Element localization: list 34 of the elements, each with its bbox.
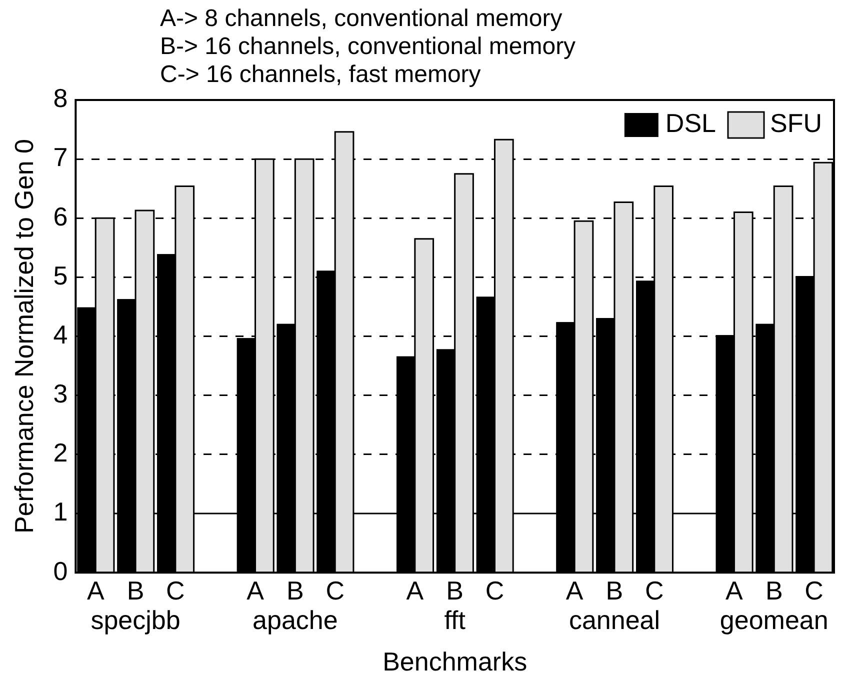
y-tick-label: 4 xyxy=(53,319,68,350)
x-tick-label: B xyxy=(126,575,144,606)
x-tick-label: C xyxy=(166,575,185,606)
x-tick-label: C xyxy=(804,575,824,606)
text: fft xyxy=(444,604,466,635)
x-tick-label: B xyxy=(765,575,783,606)
y-axis-title: Performance Normalized to Gen 0 xyxy=(8,139,39,534)
y-tick-label: 6 xyxy=(53,201,68,232)
x-tick-label: C xyxy=(645,575,664,606)
text: apache xyxy=(252,604,338,635)
x-tick-label: C xyxy=(326,575,344,606)
x-tick-label: A xyxy=(86,575,105,606)
legend-label: SFU xyxy=(770,108,822,138)
chart-title: A-> 8 channels, conventional memory B-> 16 channels, conventional memory C-> 16 channels, fast memory xyxy=(160,5,576,88)
x-tick-label: A xyxy=(566,575,584,606)
x-tick-label: A xyxy=(406,575,424,606)
y-tick-label: 5 xyxy=(53,260,68,290)
legend-label: DSL xyxy=(665,108,716,138)
x-tick-label: B xyxy=(606,575,624,606)
y-tick-label: 7 xyxy=(53,142,68,172)
x-tick-label: A xyxy=(726,575,744,606)
x-tick-label: C xyxy=(485,575,504,606)
y-tick-label: 2 xyxy=(53,438,68,468)
text: canneal xyxy=(568,604,660,635)
y-tick-label: 1 xyxy=(53,496,68,527)
x-tick-label: B xyxy=(446,575,464,606)
x-tick-label: B xyxy=(286,575,304,606)
text: geomean xyxy=(720,604,828,635)
y-tick-label: 8 xyxy=(53,83,68,114)
y-tick-label: 0 xyxy=(53,556,68,586)
x-tick-label: A xyxy=(246,575,265,606)
y-tick-label: 3 xyxy=(53,378,68,409)
x-axis-title: Benchmarks xyxy=(382,646,528,677)
text: specjbb xyxy=(90,604,180,635)
